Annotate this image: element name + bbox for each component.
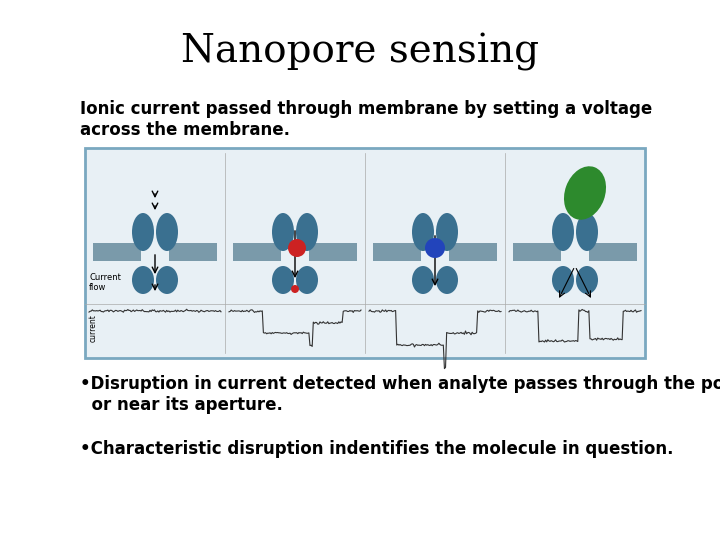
Text: •Characteristic disruption indentifies the molecule in question.: •Characteristic disruption indentifies t…	[80, 440, 673, 458]
Bar	[169, 243, 217, 261]
Ellipse shape	[436, 213, 458, 251]
Ellipse shape	[156, 213, 178, 251]
Bar	[233, 243, 281, 261]
Bar	[513, 243, 561, 261]
Ellipse shape	[436, 266, 458, 294]
Ellipse shape	[296, 213, 318, 251]
Ellipse shape	[576, 213, 598, 251]
Ellipse shape	[552, 266, 574, 294]
Ellipse shape	[412, 266, 434, 294]
Text: Current
flow: Current flow	[89, 273, 121, 292]
Text: current: current	[89, 314, 97, 342]
Ellipse shape	[132, 213, 154, 251]
Ellipse shape	[576, 266, 598, 294]
FancyBboxPatch shape	[85, 148, 645, 358]
Ellipse shape	[156, 266, 178, 294]
Ellipse shape	[272, 213, 294, 251]
Bar	[93, 243, 141, 261]
Ellipse shape	[132, 266, 154, 294]
Bar	[449, 243, 497, 261]
Ellipse shape	[296, 266, 318, 294]
Bar	[373, 243, 421, 261]
Circle shape	[288, 239, 306, 257]
Text: Nanopore sensing: Nanopore sensing	[181, 33, 539, 71]
Ellipse shape	[412, 213, 434, 251]
Circle shape	[291, 285, 299, 293]
Ellipse shape	[272, 266, 294, 294]
Ellipse shape	[552, 213, 574, 251]
Ellipse shape	[564, 166, 606, 220]
Text: Ionic current passed through membrane by setting a voltage
across the membrane.: Ionic current passed through membrane by…	[80, 100, 652, 139]
Circle shape	[425, 238, 445, 258]
Bar	[309, 243, 357, 261]
Bar	[589, 243, 637, 261]
Text: •Disruption in current detected when analyte passes through the pore
  or near i: •Disruption in current detected when ana…	[80, 375, 720, 414]
